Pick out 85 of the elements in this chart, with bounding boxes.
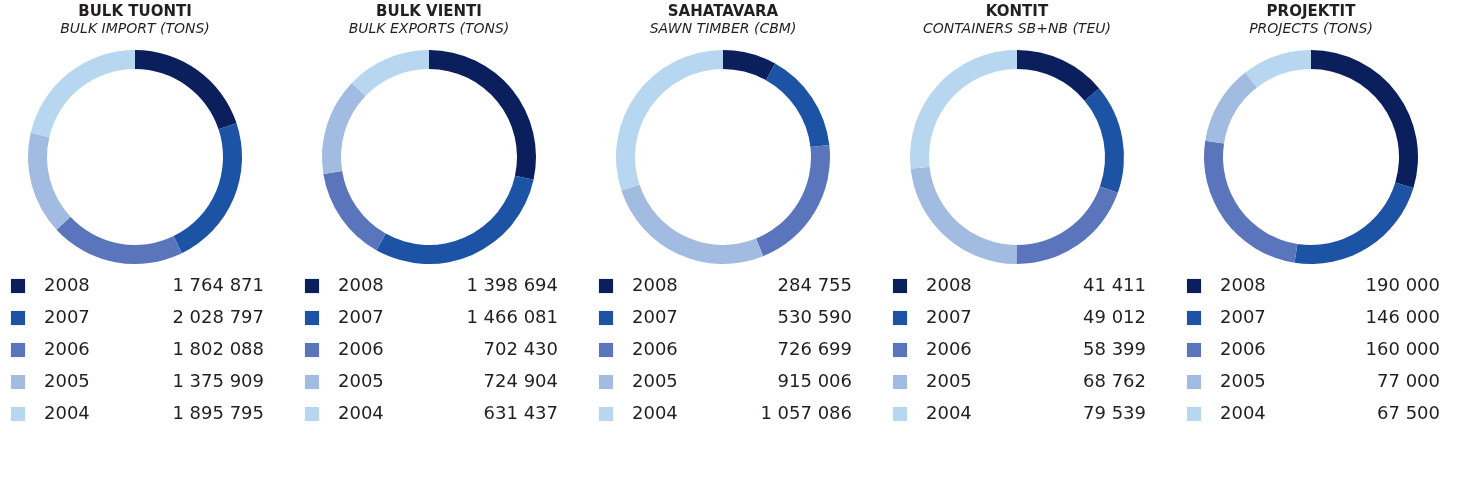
donut-slice bbox=[1245, 50, 1311, 88]
legend-label: 2007 bbox=[338, 306, 384, 327]
donut-slice bbox=[1294, 182, 1414, 264]
data-label: 1 375 909 bbox=[172, 370, 264, 391]
legend-label: 2008 bbox=[338, 274, 384, 295]
donut-slice bbox=[56, 216, 182, 264]
legend-label: 2007 bbox=[44, 306, 90, 327]
donut-slice bbox=[135, 50, 237, 130]
legend-label: 2008 bbox=[44, 274, 90, 295]
legend-label: 2005 bbox=[44, 370, 90, 391]
donut-slice bbox=[1016, 186, 1118, 264]
data-label: 67 500 bbox=[1377, 402, 1440, 423]
legend-label: 2005 bbox=[1220, 370, 1266, 391]
data-label: 284 755 bbox=[777, 274, 852, 295]
data-label: 915 006 bbox=[777, 370, 852, 391]
data-label: 1 895 795 bbox=[172, 402, 264, 423]
chart-title: KONTIT bbox=[985, 2, 1049, 20]
legend-label: 2004 bbox=[1220, 402, 1266, 423]
data-label: 631 437 bbox=[483, 402, 558, 423]
donut-slice bbox=[323, 171, 386, 251]
chart-subtitle: PROJECTS (TONS) bbox=[1249, 20, 1373, 36]
data-label: 146 000 bbox=[1365, 306, 1440, 327]
donut-slice bbox=[723, 50, 776, 81]
legend-label: 2005 bbox=[926, 370, 972, 391]
legend-label: 2005 bbox=[338, 370, 384, 391]
chart-subtitle: SAWN TIMBER (CBM) bbox=[649, 20, 797, 36]
chart-subtitle: CONTAINERS SB+NB (TEU) bbox=[923, 20, 1111, 36]
data-label: 77 000 bbox=[1377, 370, 1440, 391]
legend-label: 2004 bbox=[632, 402, 678, 423]
donut-slice bbox=[1204, 140, 1298, 263]
data-label: 2 028 797 bbox=[172, 306, 264, 327]
donut-slice bbox=[621, 184, 764, 264]
donut-slice bbox=[376, 175, 534, 264]
legend-label: 2004 bbox=[926, 402, 972, 423]
data-label: 530 590 bbox=[777, 306, 852, 327]
legend-label: 2007 bbox=[926, 306, 972, 327]
data-label: 68 762 bbox=[1083, 370, 1146, 391]
chart-title: BULK VIENTI bbox=[376, 2, 482, 20]
data-label: 79 539 bbox=[1083, 402, 1146, 423]
donut-slice bbox=[765, 63, 830, 148]
chart-title: BULK TUONTI bbox=[78, 2, 192, 20]
data-label: 702 430 bbox=[483, 338, 558, 359]
donut-slice bbox=[1205, 72, 1257, 144]
donut-slice bbox=[28, 132, 71, 230]
donut-slice bbox=[1084, 88, 1124, 193]
legend-label: 2008 bbox=[632, 274, 678, 295]
legend-label: 2007 bbox=[1220, 306, 1266, 327]
legend-label: 2006 bbox=[338, 338, 384, 359]
legend-label: 2004 bbox=[44, 402, 90, 423]
donut-slice bbox=[910, 50, 1017, 169]
data-label: 1 398 694 bbox=[466, 274, 558, 295]
chart-title: SAHATAVARA bbox=[667, 2, 779, 20]
chart-subtitle: BULK IMPORT (TONS) bbox=[60, 20, 210, 36]
data-label: 41 411 bbox=[1083, 274, 1146, 295]
legend-label: 2006 bbox=[1220, 338, 1266, 359]
donut-slice bbox=[429, 50, 536, 180]
legend-label: 2004 bbox=[338, 402, 384, 423]
data-label: 160 000 bbox=[1365, 338, 1440, 359]
data-label: 49 012 bbox=[1083, 306, 1146, 327]
donut-slice bbox=[322, 82, 366, 175]
data-label: 190 000 bbox=[1365, 274, 1440, 295]
donut-slice bbox=[910, 166, 1017, 264]
data-label: 724 904 bbox=[483, 370, 558, 391]
donut-slice bbox=[351, 50, 429, 97]
legend-label: 2007 bbox=[632, 306, 678, 327]
chart-subtitle: BULK EXPORTS (TONS) bbox=[348, 20, 510, 36]
legend-label: 2005 bbox=[632, 370, 678, 391]
donut-slice bbox=[173, 123, 242, 254]
data-label: 58 399 bbox=[1083, 338, 1146, 359]
chart-title: PROJEKTIT bbox=[1266, 2, 1357, 20]
data-label: 1 057 086 bbox=[760, 402, 852, 423]
donut-slice bbox=[1311, 50, 1418, 188]
data-label: 726 699 bbox=[777, 338, 852, 359]
data-label: 1 466 081 bbox=[466, 306, 558, 327]
legend-label: 2006 bbox=[44, 338, 90, 359]
legend-label: 2008 bbox=[1220, 274, 1266, 295]
legend-label: 2008 bbox=[926, 274, 972, 295]
donut-slice bbox=[1017, 50, 1100, 101]
legend-label: 2006 bbox=[632, 338, 678, 359]
donut-slice bbox=[30, 50, 135, 138]
donut-slice bbox=[616, 50, 723, 191]
data-label: 1 764 871 bbox=[172, 274, 264, 295]
donut-slice bbox=[756, 144, 830, 257]
data-label: 1 802 088 bbox=[172, 338, 264, 359]
legend-label: 2006 bbox=[926, 338, 972, 359]
